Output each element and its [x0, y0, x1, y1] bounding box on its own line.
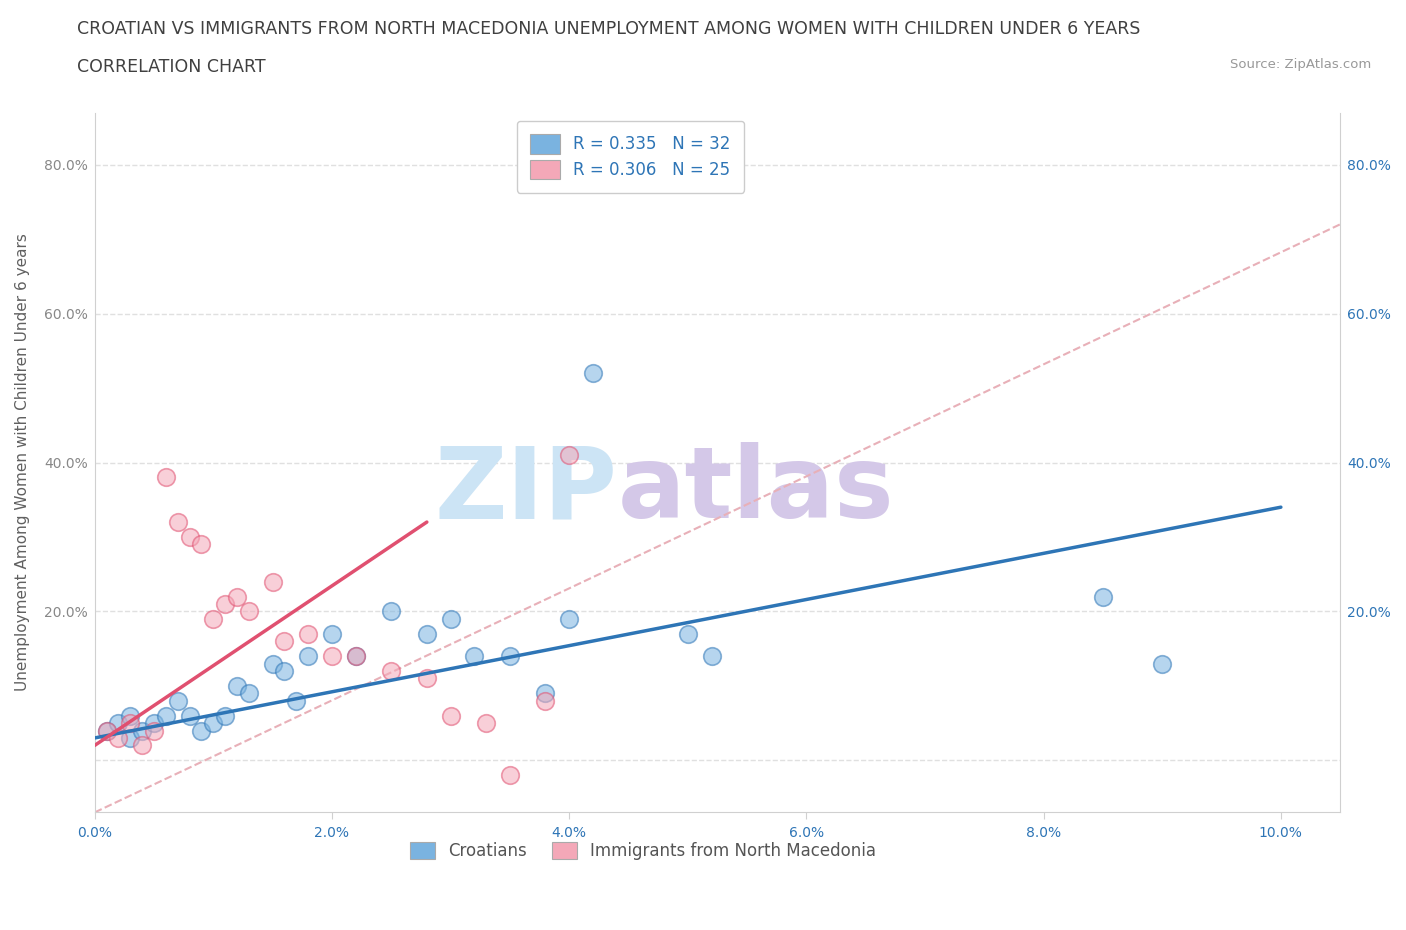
Point — [558, 611, 581, 626]
Point — [155, 470, 177, 485]
Text: atlas: atlas — [617, 442, 894, 539]
Point — [344, 648, 367, 663]
Point — [96, 723, 118, 737]
Point — [273, 633, 295, 648]
Text: CORRELATION CHART: CORRELATION CHART — [77, 58, 266, 75]
Point — [131, 737, 153, 752]
Point — [107, 730, 129, 745]
Point — [226, 589, 249, 604]
Point — [499, 648, 522, 663]
Point — [380, 663, 402, 678]
Point — [166, 514, 188, 529]
Point — [202, 715, 225, 730]
Point — [416, 626, 439, 641]
Point — [143, 723, 166, 737]
Text: CROATIAN VS IMMIGRANTS FROM NORTH MACEDONIA UNEMPLOYMENT AMONG WOMEN WITH CHILDR: CROATIAN VS IMMIGRANTS FROM NORTH MACEDO… — [77, 20, 1140, 38]
Point — [155, 708, 177, 723]
Point — [120, 730, 142, 745]
Text: Source: ZipAtlas.com: Source: ZipAtlas.com — [1230, 58, 1371, 71]
Point — [321, 648, 343, 663]
Point — [179, 708, 201, 723]
Point — [475, 715, 498, 730]
Point — [499, 768, 522, 783]
Point — [190, 537, 212, 551]
Point — [534, 685, 557, 700]
Point — [439, 708, 461, 723]
Point — [131, 723, 153, 737]
Point — [96, 723, 118, 737]
Point — [179, 529, 201, 544]
Point — [676, 626, 699, 641]
Point — [1152, 656, 1174, 671]
Point — [380, 604, 402, 618]
Point — [214, 596, 236, 611]
Point — [143, 715, 166, 730]
Point — [534, 693, 557, 708]
Point — [285, 693, 308, 708]
Point — [463, 648, 485, 663]
Point — [439, 611, 461, 626]
Point — [297, 648, 319, 663]
Point — [120, 708, 142, 723]
Point — [238, 685, 260, 700]
Point — [416, 671, 439, 685]
Point — [297, 626, 319, 641]
Point — [214, 708, 236, 723]
Point — [107, 715, 129, 730]
Point — [321, 626, 343, 641]
Point — [558, 447, 581, 462]
Point — [226, 678, 249, 693]
Text: ZIP: ZIP — [434, 442, 617, 539]
Point — [190, 723, 212, 737]
Point — [273, 663, 295, 678]
Point — [582, 365, 605, 380]
Point — [238, 604, 260, 618]
Y-axis label: Unemployment Among Women with Children Under 6 years: Unemployment Among Women with Children U… — [15, 233, 30, 691]
Point — [166, 693, 188, 708]
Point — [262, 574, 284, 589]
Point — [262, 656, 284, 671]
Point — [1091, 589, 1114, 604]
Point — [344, 648, 367, 663]
Legend: Croatians, Immigrants from North Macedonia: Croatians, Immigrants from North Macedon… — [404, 835, 883, 867]
Point — [120, 715, 142, 730]
Point — [202, 611, 225, 626]
Point — [700, 648, 723, 663]
